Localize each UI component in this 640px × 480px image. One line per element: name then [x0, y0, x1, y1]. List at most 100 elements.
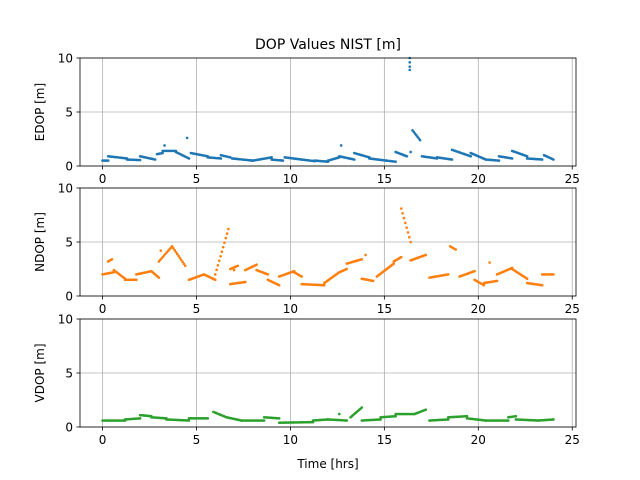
- ndop-data-segment: [409, 253, 428, 262]
- edop-data-segment: [125, 158, 142, 162]
- ndop-data-point: [183, 264, 187, 268]
- ndop-data-point: [179, 258, 183, 262]
- edop-data-segment: [206, 156, 223, 160]
- ndop-data-point: [482, 283, 486, 287]
- vdop-data-segment: [537, 418, 555, 422]
- edop-data-segment: [138, 154, 157, 161]
- ndop-data-segment: [428, 273, 450, 279]
- chart-title: DOP Values NIST [m]: [255, 37, 401, 53]
- ndop-data-point: [221, 245, 225, 249]
- ndop-data-point: [213, 273, 217, 276]
- edop-data-point: [353, 158, 356, 161]
- ndop-data-point: [392, 262, 396, 265]
- ndop-x-tick-label: 0: [99, 302, 107, 316]
- vdop-data-segment: [379, 414, 397, 419]
- ndop-y-tick-label: 0: [65, 290, 73, 304]
- edop-data-point: [185, 136, 189, 140]
- ndop-x-tick-label: 20: [471, 302, 486, 316]
- ndop-data-segment: [101, 270, 116, 276]
- vdop-data-point: [277, 417, 281, 420]
- vdop-data-segment: [413, 408, 428, 416]
- ndop-data-point: [176, 252, 179, 256]
- ndop-data-segment: [229, 264, 240, 271]
- ndop-data-point: [225, 232, 229, 235]
- vdop-data-segment: [240, 419, 266, 422]
- ndop-data-segment: [510, 267, 529, 281]
- vdop-data-segment: [187, 417, 210, 420]
- ndop-data-point: [219, 254, 222, 258]
- edop-data-point: [469, 154, 473, 158]
- ndop-data-segment: [255, 268, 270, 276]
- ndop-data-point: [552, 273, 555, 276]
- ndop-data-point: [213, 278, 217, 282]
- edop-data-point: [161, 151, 164, 155]
- edop-data-point: [153, 158, 157, 161]
- vdop-series: [101, 406, 555, 424]
- edop-data-segment: [251, 156, 273, 162]
- ndop-data-point: [409, 240, 412, 244]
- edop-data-segment: [497, 154, 514, 160]
- edop-data-segment: [525, 157, 544, 161]
- edop-panel: EDOP [m] 0 5 10 15 20 25 0 5 10: [33, 52, 580, 187]
- edop-data-point: [106, 159, 110, 162]
- ndop-data-point: [408, 235, 411, 239]
- ndop-series: [101, 207, 555, 287]
- vdop-data-segment: [150, 415, 168, 420]
- ndop-data-point: [406, 231, 410, 234]
- edop-data-point: [408, 65, 412, 68]
- edop-data-segment: [189, 151, 210, 158]
- vdop-data-point: [394, 414, 397, 418]
- edop-data-point: [187, 157, 191, 160]
- ndop-data-point: [220, 250, 224, 254]
- edop-data-point: [540, 158, 544, 161]
- vdop-y-tick-label: 10: [58, 313, 73, 327]
- ndop-data-point: [178, 256, 182, 260]
- edop-data-point: [525, 154, 529, 158]
- edop-data-point: [281, 159, 285, 162]
- vdop-data-segment: [349, 406, 364, 419]
- edop-y-tick-label: 10: [58, 52, 73, 66]
- vdop-x-tick-label: 15: [377, 433, 392, 447]
- ndop-data-point: [217, 259, 221, 263]
- edop-data-segment: [435, 156, 454, 161]
- ndop-data-point: [227, 227, 230, 231]
- vdop-data-point: [360, 406, 364, 409]
- ndop-data-segment: [170, 245, 187, 268]
- edop-data-point: [394, 160, 397, 163]
- ndop-data-segment: [277, 269, 296, 278]
- ndop-y-tick-label: 5: [65, 236, 73, 250]
- ndop-data-point: [322, 283, 326, 287]
- edop-data-segment: [384, 159, 397, 163]
- edop-data-point: [163, 144, 166, 147]
- ndop-data-segment: [399, 207, 412, 244]
- edop-data-segment: [270, 158, 285, 162]
- vdop-x-tick-label: 20: [471, 433, 486, 447]
- edop-data-point: [450, 158, 454, 161]
- ndop-data-segment: [202, 273, 217, 282]
- ndop-x-tick-label: 25: [565, 302, 580, 316]
- ndop-data-point: [159, 249, 163, 252]
- ndop-data-point: [446, 273, 450, 276]
- edop-data-segment: [326, 156, 341, 162]
- ndop-data-segment: [150, 269, 161, 279]
- vdop-data-segment: [326, 418, 349, 422]
- vdop-data-point: [262, 419, 266, 422]
- ndop-x-tick-label: 10: [283, 302, 298, 316]
- edop-data-point: [510, 157, 514, 160]
- edop-data-segment: [101, 159, 110, 162]
- edop-y-tick-label: 0: [65, 160, 73, 174]
- ndop-data-point: [236, 264, 240, 268]
- ndop-data-segment: [360, 277, 375, 283]
- edop-data-segment: [420, 154, 439, 160]
- vdop-y-axis-label: VDOP [m]: [33, 344, 47, 403]
- ndop-data-segment: [482, 279, 499, 285]
- ndop-data-segment: [458, 269, 476, 278]
- vdop-data-segment: [277, 420, 315, 424]
- vdop-data-point: [507, 419, 510, 422]
- edop-y-tick-label: 5: [65, 106, 73, 120]
- edop-series: [101, 56, 555, 163]
- ndop-data-point: [404, 221, 407, 225]
- vdop-data-segment: [262, 415, 281, 420]
- vdop-data-point: [552, 418, 555, 421]
- edop-data-segment: [155, 151, 164, 156]
